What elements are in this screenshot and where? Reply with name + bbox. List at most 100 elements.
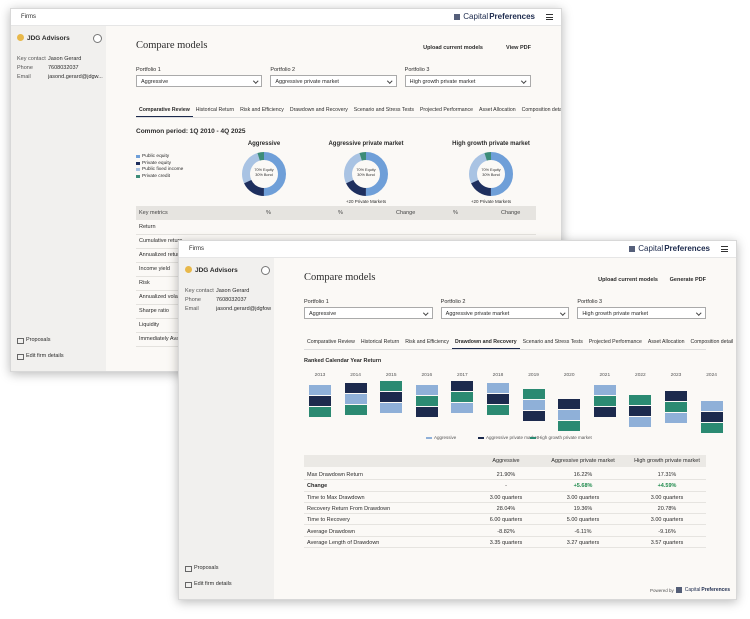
- action-button[interactable]: Upload current models: [598, 277, 658, 283]
- dropdown-label: Portfolio 1: [304, 299, 329, 305]
- rank-box: [415, 396, 438, 406]
- field-value: jasond.gerard@jdgfow...: [216, 306, 271, 312]
- donut: [242, 152, 286, 196]
- dropdown-caret: [387, 78, 393, 84]
- donut-title: Aggressive: [247, 141, 281, 147]
- legend-label: Aggressive: [434, 435, 457, 440]
- section-label: Firms: [189, 246, 204, 252]
- tab[interactable]: Historical Return: [360, 339, 400, 345]
- logo: Capital Preferences: [675, 587, 730, 593]
- footer: Powered by Capital Preferences: [650, 587, 730, 593]
- table-header: Key metrics: [139, 210, 168, 216]
- rank-box: [344, 394, 367, 404]
- period-label: Common period: 1Q 2010 - 4Q 2025: [136, 128, 246, 135]
- tab[interactable]: Scenario and Stress Tests: [522, 339, 583, 345]
- field-value: Jason Gerard: [216, 288, 250, 294]
- table-cell: -6.11%: [574, 528, 592, 535]
- legend-label: Public equity: [142, 154, 170, 159]
- row-label: Annualized volatility: [139, 294, 188, 300]
- tab[interactable]: Projected Performance: [588, 339, 642, 345]
- dropdown-value: High growth private market: [409, 79, 476, 85]
- dropdown-label: Portfolio 2: [270, 67, 296, 73]
- action-button[interactable]: View PDF: [506, 45, 531, 51]
- legend-swatch: [136, 174, 140, 178]
- collapse-button[interactable]: [261, 266, 270, 275]
- rank-box: [309, 396, 331, 406]
- dropdown-value: High growth private market: [582, 311, 649, 317]
- portfolio-dropdown[interactable]: High growth private market: [404, 75, 531, 87]
- rank-box: [309, 385, 331, 395]
- menu-icon[interactable]: [546, 14, 553, 20]
- field-label: Key contact: [185, 288, 214, 294]
- logo-suffix: Preferences: [664, 244, 710, 253]
- rank-box: [522, 400, 545, 410]
- field-value: 7608032037: [216, 297, 247, 303]
- table-header: High growth private market: [634, 458, 700, 464]
- tab[interactable]: Composition detail: [521, 107, 562, 113]
- year-label: 2021: [599, 373, 611, 378]
- rank-box: [415, 385, 438, 395]
- collapse-button[interactable]: [93, 34, 102, 43]
- tab[interactable]: Historical Return: [195, 107, 235, 113]
- row-label: Average Length of Drawdown: [307, 539, 380, 546]
- dropdown-value: Aggressive: [309, 311, 337, 317]
- portfolio-dropdown[interactable]: Aggressive: [136, 75, 263, 87]
- field-label: Phone: [17, 65, 33, 71]
- legend-swatch: [426, 437, 432, 439]
- legend-label: High growth private market: [538, 435, 592, 440]
- tab[interactable]: Asset Allocation: [647, 339, 685, 345]
- table-header: Change: [396, 210, 416, 216]
- action-button[interactable]: Upload current models: [423, 45, 483, 51]
- tab[interactable]: Comparative Review: [307, 339, 355, 345]
- logo-prefix: Capital: [463, 12, 489, 21]
- portfolio-dropdown[interactable]: Aggressive: [304, 307, 433, 319]
- dropdown-caret: [423, 310, 429, 316]
- tab[interactable]: Projected Performance: [419, 107, 474, 113]
- dropdown-value: Aggressive private market: [445, 311, 510, 317]
- tab[interactable]: Risk and Efficiency: [240, 107, 284, 113]
- front-window: Firms Capital Preferences JDG Advisors Key c…: [178, 240, 737, 600]
- menu-icon[interactable]: [721, 246, 728, 252]
- chart-title: Ranked Calendar Year Return: [304, 358, 382, 364]
- tab[interactable]: Composition detail: [690, 339, 734, 345]
- sidebar-link[interactable]: Edit firm details: [26, 353, 64, 359]
- legend-swatch: [136, 161, 140, 165]
- rank-box: [558, 399, 581, 409]
- portfolio-dropdown[interactable]: High growth private market: [577, 307, 706, 319]
- action-button[interactable]: Generate PDF: [669, 277, 706, 283]
- year-label: 2018: [492, 373, 504, 378]
- table-cell: +5.68%: [573, 483, 593, 490]
- rank-box: [415, 407, 438, 417]
- donut-segment: [344, 152, 388, 196]
- sidebar-link[interactable]: Edit firm details: [194, 581, 232, 587]
- rank-box: [665, 413, 687, 423]
- sidebar-link[interactable]: Proposals: [194, 565, 219, 571]
- tab[interactable]: Drawdown and Recovery: [451, 335, 520, 349]
- row-label: Sharpe ratio: [139, 308, 169, 314]
- portfolio-dropdown[interactable]: Aggressive private market: [440, 307, 570, 319]
- rank-box: [522, 389, 545, 399]
- tab[interactable]: Drawdown and Recovery: [289, 107, 348, 113]
- table-cell: 6.00 quarters: [489, 517, 523, 524]
- tab[interactable]: Risk and Efficiency: [405, 339, 449, 345]
- dropdown-label: Portfolio 3: [577, 299, 603, 305]
- logo: Capital Preferences: [454, 12, 535, 21]
- sidebar-link[interactable]: Proposals: [26, 337, 51, 343]
- portfolio-dropdown[interactable]: Aggressive private market: [270, 75, 397, 87]
- firm-name: JDG Advisors: [195, 267, 238, 274]
- top-bar: Firms Capital Preferences: [11, 9, 561, 26]
- tab[interactable]: Scenario and Stress Tests: [353, 107, 414, 113]
- table-cell: 3.00 quarters: [650, 494, 684, 501]
- row-label: Max Drawdown Return: [307, 472, 363, 478]
- table-cell: 19.36%: [573, 505, 593, 512]
- donut-segment: [344, 152, 388, 196]
- row-label: Change: [307, 483, 328, 490]
- table-cell: 3.27 quarters: [566, 539, 600, 546]
- rank-box: [309, 407, 331, 417]
- tab[interactable]: Asset Allocation: [479, 107, 516, 113]
- table-cell: +4.59%: [657, 483, 677, 490]
- tab[interactable]: Comparative Review: [136, 103, 193, 117]
- menu-icon-bar: [721, 248, 728, 250]
- table-cell: 20.78%: [657, 505, 677, 512]
- rank-box: [700, 423, 723, 433]
